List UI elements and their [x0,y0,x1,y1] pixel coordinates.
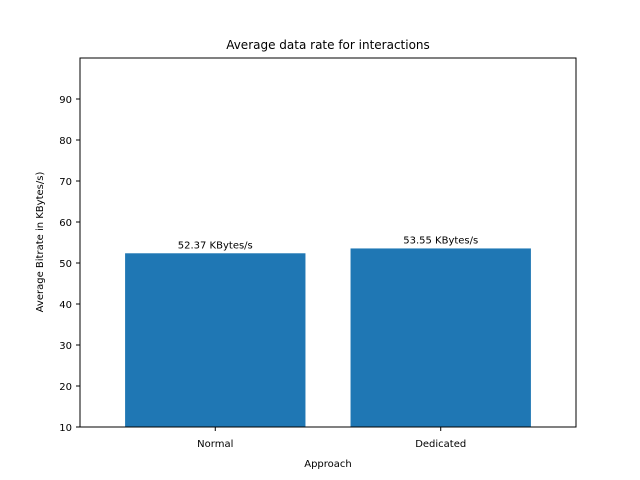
y-tick-label: 50 [59,259,72,270]
y-tick-label: 30 [59,341,72,352]
y-tick-label: 40 [59,300,72,311]
y-tick-label: 60 [59,218,72,229]
y-axis: 10 20 30 40 50 60 70 80 90 [59,95,80,434]
axes-frame [79,57,577,428]
y-tick-label: 80 [59,136,72,147]
bar-value-label: 53.55 KBytes/s [403,235,478,246]
y-tick-label: 70 [59,177,72,188]
y-tick-label: 20 [59,382,72,393]
x-axis-title: Approach [304,459,352,470]
y-tick-label: 90 [59,95,72,106]
bar-dedicated [350,248,531,427]
x-tick-label: Normal [197,439,233,450]
x-axis: Normal Dedicated [197,427,466,450]
y-axis-title: Average Bitrate in KBytes/s) [35,172,46,313]
x-tick-label: Dedicated [415,439,466,450]
bar-normal [125,253,306,427]
y-tick-label: 10 [59,423,72,434]
plot-area: 52.37 KBytes/s 53.55 KBytes/s [125,235,531,427]
chart-title: Average data rate for interactions [226,38,430,52]
bar-value-label: 52.37 KBytes/s [178,240,253,251]
